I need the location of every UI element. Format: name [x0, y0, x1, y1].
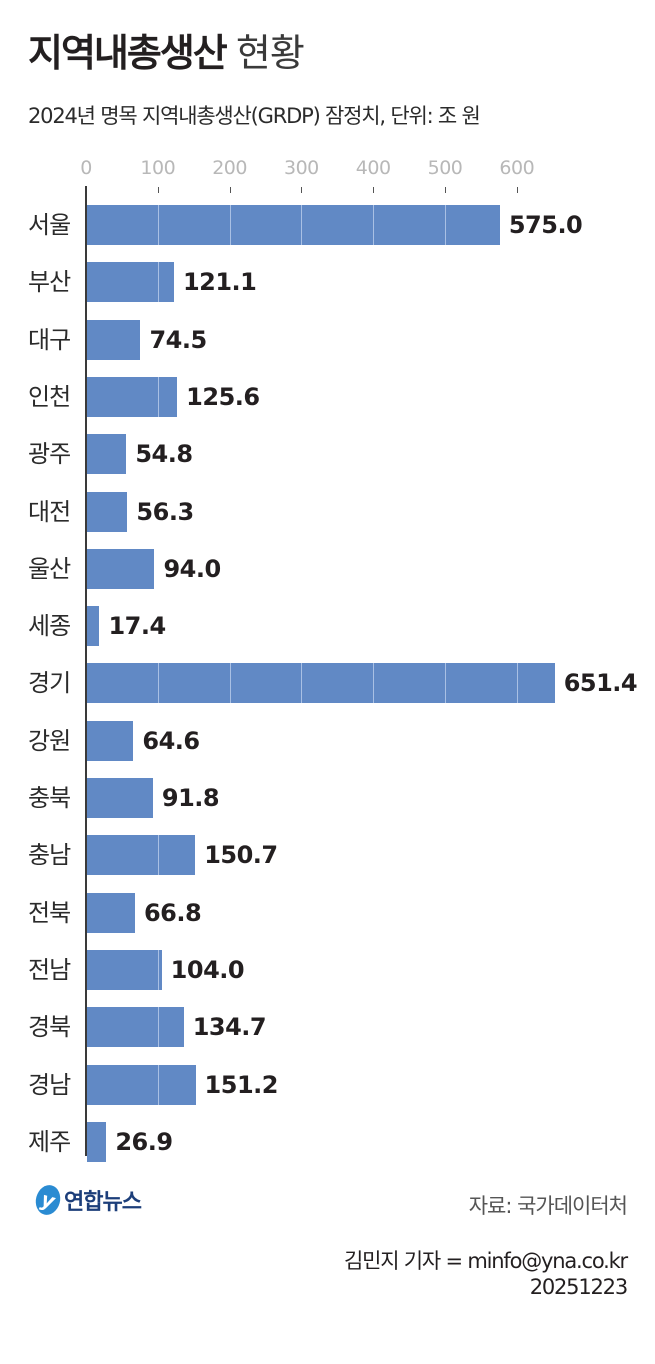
category-label: 인천	[28, 382, 71, 411]
yonhap-logo-icon: y	[32, 1182, 64, 1218]
tick-label: 500	[427, 157, 463, 179]
y-axis-line	[85, 186, 87, 1156]
value-label: 134.7	[192, 1013, 267, 1042]
value-label: 94.0	[163, 554, 221, 583]
category-label: 대전	[28, 497, 71, 526]
category-label: 대구	[28, 325, 71, 354]
category-label: 서울	[28, 211, 71, 239]
bar	[87, 376, 178, 417]
category-label: 충북	[28, 784, 71, 812]
value-label: 575.0	[508, 211, 583, 239]
bar	[87, 205, 500, 245]
subtitle: 2024년 명목 지역내총생산(GRDP) 잠정치, 단위: 조 원	[28, 104, 481, 128]
source-note: 자료: 국가데이터처	[468, 1194, 628, 1218]
category-label: 강원	[28, 726, 71, 755]
gridline	[229, 663, 231, 704]
value-label: 104.0	[170, 955, 245, 984]
gridline	[373, 663, 375, 704]
gridline	[157, 1064, 159, 1105]
bar	[87, 663, 555, 704]
tick-mark	[516, 187, 518, 193]
bar	[87, 892, 135, 933]
gridline	[157, 376, 159, 417]
gridline	[516, 663, 518, 704]
bar	[87, 1121, 107, 1162]
gridline	[445, 663, 446, 704]
tick-label: 0	[80, 157, 92, 179]
gridline	[301, 663, 303, 704]
category-label: 충남	[28, 841, 71, 870]
gridline	[157, 663, 159, 704]
value-label: 150.7	[204, 841, 278, 870]
value-label: 91.8	[161, 784, 220, 812]
tick-mark	[301, 187, 303, 193]
value-label: 56.3	[136, 497, 194, 526]
gridline	[157, 835, 159, 876]
bar	[87, 1064, 196, 1105]
value-label: 125.6	[186, 382, 260, 411]
yonhap-logo: y 연합뉴스	[32, 1182, 142, 1218]
value-label: 17.4	[108, 612, 166, 641]
category-label: 광주	[28, 440, 71, 469]
gridline	[373, 205, 375, 245]
value-label: 64.6	[142, 726, 200, 755]
publish-date: 20251223	[529, 1275, 628, 1299]
value-label: 74.5	[149, 325, 207, 354]
value-label: 66.8	[143, 898, 202, 927]
logo-text: 연합뉴스	[64, 1190, 142, 1215]
reporter-credit: 김민지 기자 = minfo@yna.co.kr	[343, 1249, 628, 1273]
category-label: 경남	[28, 1070, 71, 1099]
tick-label: 300	[284, 157, 319, 179]
tick-mark	[373, 187, 375, 193]
tick-mark	[229, 187, 231, 193]
category-label: 경북	[28, 1013, 71, 1042]
bar	[87, 949, 162, 990]
bar	[87, 1007, 184, 1048]
gridline	[301, 205, 303, 245]
gridline	[229, 205, 231, 245]
bar	[87, 606, 100, 647]
category-label: 전남	[28, 955, 71, 984]
value-label: 651.4	[563, 669, 638, 698]
bar	[87, 262, 174, 303]
tick-mark	[157, 187, 159, 193]
gridline	[157, 262, 159, 303]
tick-mark	[445, 187, 446, 193]
credit: 김민지 기자 = minfo@yna.co.kr 20251223	[343, 1248, 628, 1300]
gridline	[157, 205, 159, 245]
gridline	[445, 205, 446, 245]
gridline	[157, 949, 159, 990]
category-label: 전북	[28, 898, 71, 927]
value-label: 54.8	[135, 440, 193, 469]
tick-label: 100	[140, 157, 176, 179]
title-bold: 지역내총생산	[28, 31, 228, 75]
category-label: 울산	[28, 554, 71, 583]
bar	[87, 434, 127, 475]
value-label: 26.9	[115, 1127, 173, 1156]
value-label: 151.2	[204, 1070, 279, 1099]
bar	[87, 548, 155, 589]
bar	[87, 778, 153, 818]
page-title: 지역내총생산 현황	[28, 31, 305, 75]
bar	[87, 835, 196, 876]
tick-label: 600	[499, 157, 535, 179]
tick-label: 200	[212, 157, 247, 179]
tick-label: 400	[355, 157, 391, 179]
title-light: 현황	[235, 31, 305, 75]
gridline	[157, 1007, 159, 1048]
category-label: 세종	[28, 612, 71, 641]
category-label: 부산	[28, 268, 71, 297]
value-label: 121.1	[182, 268, 257, 297]
bar	[87, 319, 141, 360]
category-label: 경기	[28, 669, 71, 698]
category-label: 제주	[28, 1127, 71, 1156]
bar	[87, 720, 134, 761]
bar	[87, 491, 128, 532]
